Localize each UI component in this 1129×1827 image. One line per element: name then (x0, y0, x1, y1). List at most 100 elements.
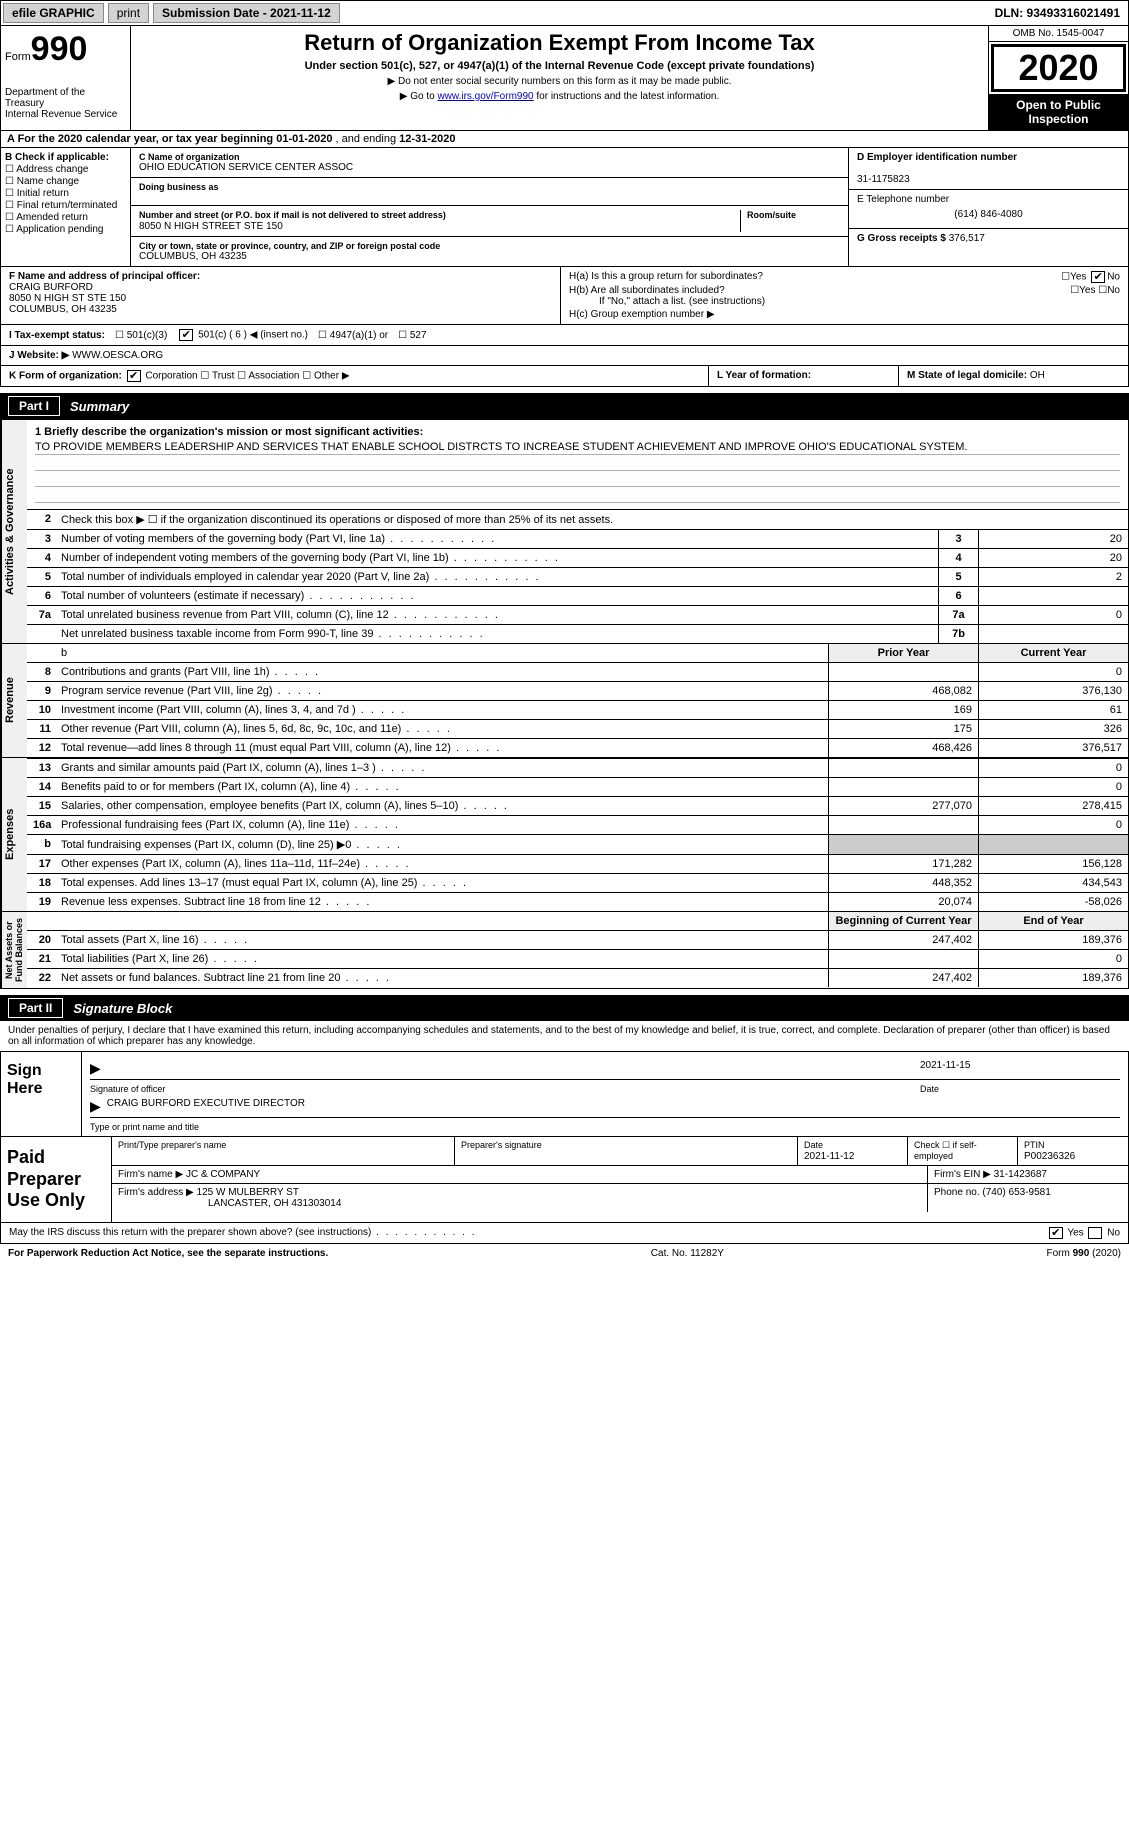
line-label: Professional fundraising fees (Part IX, … (57, 816, 828, 834)
prep-name-cell: Print/Type preparer's name (112, 1137, 455, 1165)
hc-label: H(c) Group exemption number ▶ (569, 309, 1120, 320)
officer-typed-name: CRAIG BURFORD EXECUTIVE DIRECTOR (107, 1098, 305, 1115)
period-end: 12-31-2020 (399, 133, 455, 145)
irs-link[interactable]: www.irs.gov/Form990 (437, 91, 533, 102)
line-15: 15 Salaries, other compensation, employe… (27, 796, 1128, 815)
prior-value: 448,352 (828, 874, 978, 892)
current-value: 0 (978, 816, 1128, 834)
prior-value (828, 950, 978, 968)
sign-content: ▶ 2021-11-15 Signature of officer Date ▶… (81, 1052, 1128, 1136)
korg-label: K Form of organization: (9, 371, 122, 382)
part1-box: Part I (8, 396, 60, 416)
note2-prefix: ▶ Go to (400, 91, 438, 102)
discuss-no-check[interactable] (1088, 1227, 1102, 1239)
mission-blank2 (35, 473, 1120, 487)
prep-sig-cell: Preparer's signature (455, 1137, 798, 1165)
line-label: Number of independent voting members of … (57, 549, 938, 567)
dba-label: Doing business as (139, 182, 840, 192)
line-12: 12 Total revenue—add lines 8 through 11 … (27, 738, 1128, 757)
revenue-content: b Prior Year Current Year 8 Contribution… (27, 644, 1128, 757)
ptin-label: PTIN (1024, 1140, 1045, 1150)
chk-4947[interactable]: ☐ 4947(a)(1) or (318, 330, 388, 341)
current-value (978, 835, 1128, 854)
net-header-row: Beginning of Current Year End of Year (27, 912, 1128, 930)
chk-501c[interactable]: 501(c) ( 6 ) ◀ (insert no.) (177, 329, 308, 341)
line-label: Benefits paid to or for members (Part IX… (57, 778, 828, 796)
chk-501c3[interactable]: ☐ 501(c)(3) (115, 330, 167, 341)
top-bar: efile GRAPHIC print Submission Date - 20… (0, 0, 1129, 26)
group-return-section: H(a) Is this a group return for subordin… (561, 267, 1128, 324)
current-value: 0 (978, 778, 1128, 796)
prep-date-cell: Date 2021-11-12 (798, 1137, 908, 1165)
website-row: J Website: ▶ WWW.OESCA.ORG (0, 346, 1129, 366)
net-assets-content: Beginning of Current Year End of Year 20… (27, 912, 1128, 988)
header-center: Return of Organization Exempt From Incom… (131, 26, 988, 130)
ha-label: H(a) Is this a group return for subordin… (569, 271, 763, 283)
line-18: 18 Total expenses. Add lines 13–17 (must… (27, 873, 1128, 892)
ha-no-check[interactable] (1091, 271, 1105, 283)
line-value (978, 625, 1128, 643)
header-right: OMB No. 1545-0047 2020 Open to Public In… (988, 26, 1128, 130)
city-label: City or town, state or province, country… (139, 241, 840, 251)
line-label: Salaries, other compensation, employee b… (57, 797, 828, 815)
line-3: 3 Number of voting members of the govern… (27, 529, 1128, 548)
line-label: Grants and similar amounts paid (Part IX… (57, 759, 828, 777)
print-button[interactable]: print (108, 3, 149, 23)
chk-corporation[interactable] (127, 370, 141, 382)
mission-blank1 (35, 457, 1120, 471)
website-value: WWW.OESCA.ORG (72, 350, 163, 361)
efile-label: efile GRAPHIC (3, 3, 104, 23)
city-value: COLUMBUS, OH 43235 (139, 251, 840, 262)
line-5: 5 Total number of individuals employed i… (27, 567, 1128, 586)
line-9: 9 Program service revenue (Part VIII, li… (27, 681, 1128, 700)
chk-final-return[interactable]: ☐ Final return/terminated (5, 200, 126, 211)
phone-value: (614) 846-4080 (857, 209, 1120, 220)
current-value: 278,415 (978, 797, 1128, 815)
ha-checkboxes: ☐Yes No (1061, 271, 1120, 283)
revenue-header-row: b Prior Year Current Year (27, 644, 1128, 662)
chk-association[interactable]: ☐ (237, 371, 248, 382)
line-8: 8 Contributions and grants (Part VIII, l… (27, 662, 1128, 681)
end-year-header: End of Year (978, 912, 1128, 930)
form-subtitle: Under section 501(c), 527, or 4947(a)(1)… (139, 60, 980, 72)
prior-value: 20,074 (828, 893, 978, 911)
ein-value: 31-1175823 (857, 174, 910, 185)
org-name: OHIO EDUCATION SERVICE CENTER ASSOC (139, 162, 840, 173)
chk-amended[interactable]: ☐ Amended return (5, 212, 126, 223)
line-21: 21 Total liabilities (Part X, line 26) 0 (27, 949, 1128, 968)
prep-date-value: 2021-11-12 (804, 1151, 854, 1162)
ein-label: D Employer identification number (857, 152, 1017, 163)
officer-label: F Name and address of principal officer: (9, 271, 200, 282)
current-value: 189,376 (978, 931, 1128, 949)
form-number: Form990 (5, 30, 126, 69)
chk-name-change[interactable]: ☐ Name change (5, 176, 126, 187)
period-prefix: A For the 2020 calendar year, or tax yea… (7, 133, 276, 145)
chk-address-change[interactable]: ☐ Address change (5, 164, 126, 175)
line-2: 2 Check this box ▶ ☐ if the organization… (27, 509, 1128, 529)
governance-content: 1 Briefly describe the organization's mi… (27, 420, 1128, 643)
line-value: 20 (978, 530, 1128, 548)
submission-date-label: Submission Date - 2021-11-12 (153, 3, 340, 23)
chk-app-pending[interactable]: ☐ Application pending (5, 224, 126, 235)
dln-label: DLN: 93493316021491 (987, 4, 1128, 22)
chk-initial-return[interactable]: ☐ Initial return (5, 188, 126, 199)
chk-527[interactable]: ☐ 527 (398, 330, 426, 341)
section-b-title: B Check if applicable: (5, 152, 109, 163)
line-label: Contributions and grants (Part VIII, lin… (57, 663, 828, 681)
footer-row: For Paperwork Reduction Act Notice, see … (0, 1244, 1129, 1263)
officer-name-label: Type or print name and title (90, 1122, 1120, 1132)
line-label: Total expenses. Add lines 13–17 (must eq… (57, 874, 828, 892)
note-ssn: ▶ Do not enter social security numbers o… (139, 76, 980, 87)
chk-trust[interactable]: ☐ (200, 371, 212, 382)
line-label: Number of voting members of the governin… (57, 530, 938, 548)
prior-value (828, 816, 978, 834)
chk-other[interactable]: ☐ (302, 371, 314, 382)
prior-value (828, 778, 978, 796)
current-year-header: Current Year (978, 644, 1128, 662)
sig-officer-label: Signature of officer (90, 1084, 920, 1094)
line-label: Revenue less expenses. Subtract line 18 … (57, 893, 828, 911)
line-label: Total number of volunteers (estimate if … (57, 587, 938, 605)
discuss-yes-check[interactable] (1049, 1227, 1063, 1239)
line-label: Total fundraising expenses (Part IX, col… (57, 835, 828, 854)
paid-preparer-label: Paid Preparer Use Only (1, 1137, 111, 1222)
